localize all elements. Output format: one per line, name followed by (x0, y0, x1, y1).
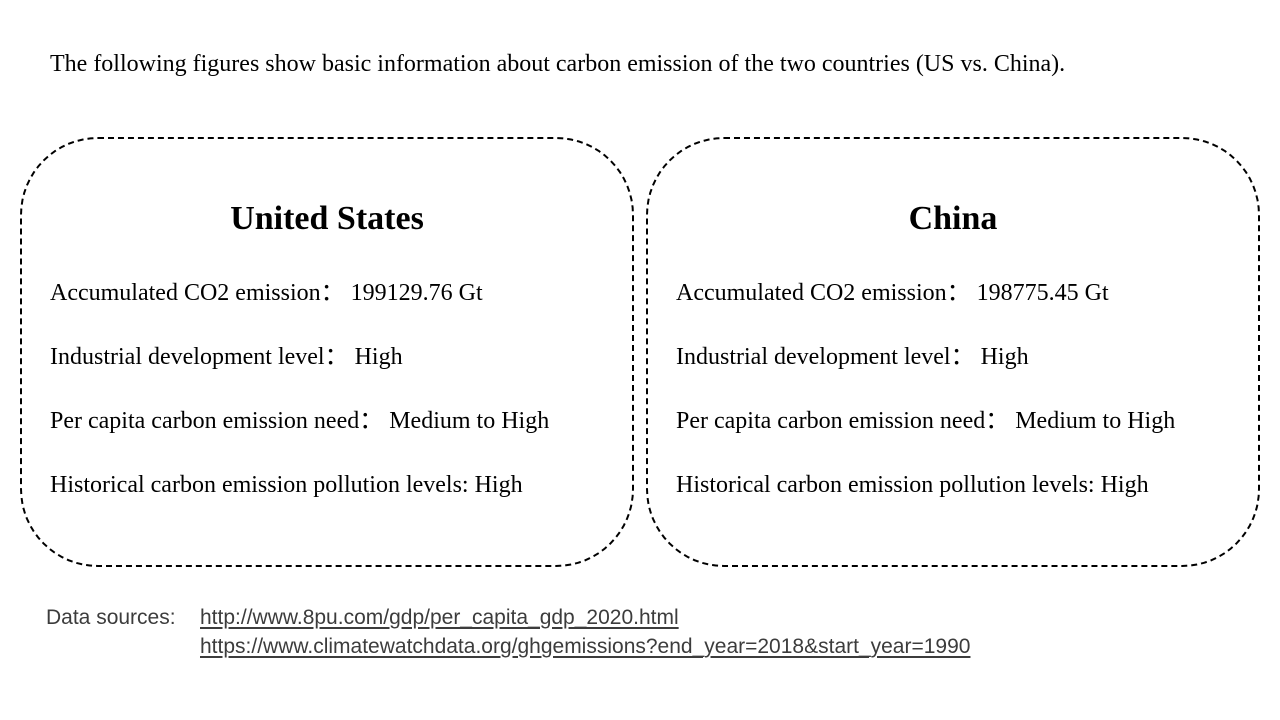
data-sources: Data sources: http://www.8pu.com/gdp/per_… (46, 603, 970, 661)
fact-per-capita-need: Per capita carbon emission need： Medium … (50, 408, 550, 434)
country-title: China (908, 200, 998, 237)
source-link-climatewatch[interactable]: https://www.climatewatchdata.org/ghgemis… (200, 635, 971, 658)
country-card-united-states: United States Accumulated CO2 emission： … (20, 137, 634, 567)
source-link-8pu[interactable]: http://www.8pu.com/gdp/per_capita_gdp_20… (200, 606, 679, 629)
intro-text: The following figures show basic informa… (50, 51, 1066, 77)
fact-historical-pollution: Historical carbon emission pollution lev… (50, 472, 523, 498)
fact-industrial-level: Industrial development level： High (50, 344, 403, 370)
country-facts-list: Accumulated CO2 emission： 198775.45 Gt I… (676, 277, 1175, 533)
fact-accumulated-co2: Accumulated CO2 emission： 199129.76 Gt (50, 280, 483, 306)
country-title: United States (230, 200, 424, 237)
country-card-china: China Accumulated CO2 emission： 198775.4… (646, 137, 1260, 567)
fact-historical-pollution: Historical carbon emission pollution lev… (676, 472, 1149, 498)
fact-accumulated-co2: Accumulated CO2 emission： 198775.45 Gt (676, 280, 1109, 306)
fact-per-capita-need: Per capita carbon emission need： Medium … (676, 408, 1176, 434)
country-facts-list: Accumulated CO2 emission： 199129.76 Gt I… (50, 277, 549, 533)
fact-industrial-level: Industrial development level： High (676, 344, 1029, 370)
data-sources-label: Data sources: (46, 606, 176, 629)
